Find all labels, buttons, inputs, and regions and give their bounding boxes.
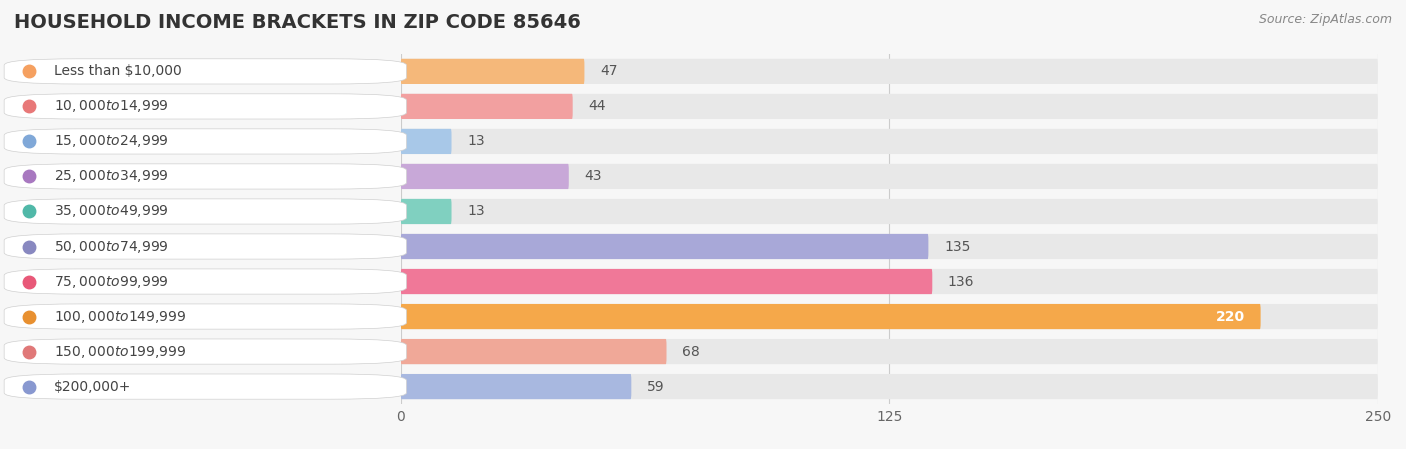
FancyBboxPatch shape [401,199,1378,224]
FancyBboxPatch shape [401,164,1378,189]
FancyBboxPatch shape [4,234,406,259]
FancyBboxPatch shape [4,304,406,329]
FancyBboxPatch shape [4,129,406,154]
Text: $10,000 to $14,999: $10,000 to $14,999 [53,98,169,114]
Text: 43: 43 [585,169,602,184]
Text: 59: 59 [647,379,665,394]
Text: 13: 13 [467,134,485,149]
Text: HOUSEHOLD INCOME BRACKETS IN ZIP CODE 85646: HOUSEHOLD INCOME BRACKETS IN ZIP CODE 85… [14,13,581,32]
FancyBboxPatch shape [4,59,406,84]
FancyBboxPatch shape [401,129,1378,154]
FancyBboxPatch shape [4,374,406,399]
FancyBboxPatch shape [4,269,406,294]
Text: 135: 135 [943,239,970,254]
FancyBboxPatch shape [401,129,451,154]
FancyBboxPatch shape [4,164,406,189]
FancyBboxPatch shape [401,234,928,259]
Text: Less than $10,000: Less than $10,000 [53,64,181,79]
Text: $100,000 to $149,999: $100,000 to $149,999 [53,308,187,325]
FancyBboxPatch shape [401,269,1378,294]
FancyBboxPatch shape [401,59,585,84]
FancyBboxPatch shape [401,374,1378,399]
FancyBboxPatch shape [401,199,451,224]
Text: Source: ZipAtlas.com: Source: ZipAtlas.com [1258,13,1392,26]
FancyBboxPatch shape [401,374,631,399]
Text: 136: 136 [948,274,974,289]
FancyBboxPatch shape [401,304,1378,329]
FancyBboxPatch shape [401,304,1261,329]
Text: 13: 13 [467,204,485,219]
Text: 44: 44 [588,99,606,114]
Text: 68: 68 [682,344,700,359]
Text: $200,000+: $200,000+ [53,379,131,394]
FancyBboxPatch shape [401,339,666,364]
FancyBboxPatch shape [401,94,572,119]
FancyBboxPatch shape [401,269,932,294]
FancyBboxPatch shape [4,94,406,119]
Text: $50,000 to $74,999: $50,000 to $74,999 [53,238,169,255]
FancyBboxPatch shape [401,339,1378,364]
Text: $150,000 to $199,999: $150,000 to $199,999 [53,343,187,360]
Text: $25,000 to $34,999: $25,000 to $34,999 [53,168,169,185]
FancyBboxPatch shape [401,59,1378,84]
Text: 47: 47 [600,64,617,79]
FancyBboxPatch shape [4,339,406,364]
Text: $35,000 to $49,999: $35,000 to $49,999 [53,203,169,220]
FancyBboxPatch shape [4,199,406,224]
Text: $15,000 to $24,999: $15,000 to $24,999 [53,133,169,150]
Text: $75,000 to $99,999: $75,000 to $99,999 [53,273,169,290]
FancyBboxPatch shape [401,94,1378,119]
Text: 220: 220 [1216,309,1244,324]
FancyBboxPatch shape [401,234,1378,259]
FancyBboxPatch shape [401,164,569,189]
